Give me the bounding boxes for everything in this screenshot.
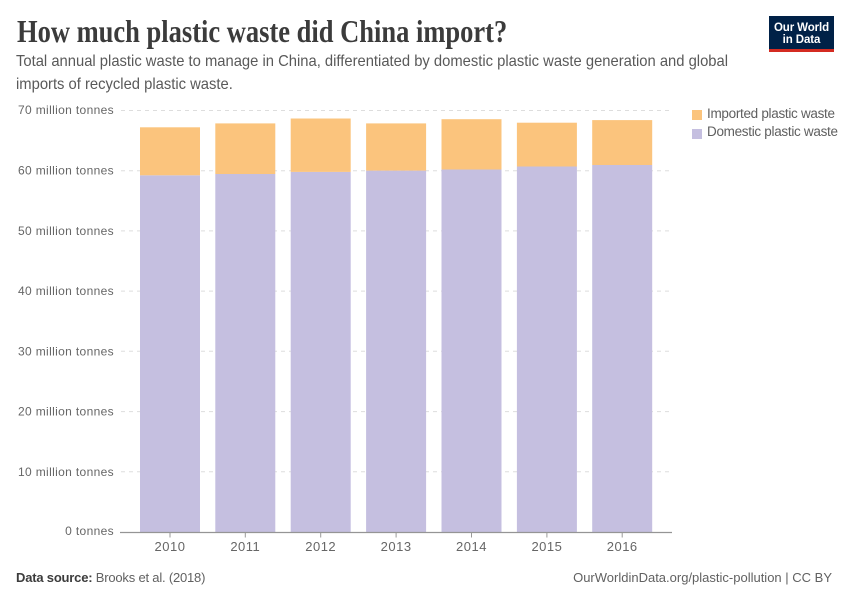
svg-text:2015: 2015 [531,539,562,554]
svg-text:2013: 2013 [381,539,412,554]
svg-text:20 million tonnes: 20 million tonnes [18,405,114,419]
svg-text:50 million tonnes: 50 million tonnes [18,224,114,238]
svg-text:2012: 2012 [305,539,336,554]
svg-text:0 tonnes: 0 tonnes [65,524,114,538]
svg-text:2010: 2010 [155,539,186,554]
svg-text:30 million tonnes: 30 million tonnes [18,344,114,358]
svg-text:2016: 2016 [607,539,638,554]
svg-text:60 million tonnes: 60 million tonnes [18,164,114,178]
svg-text:10 million tonnes: 10 million tonnes [18,465,114,479]
svg-text:40 million tonnes: 40 million tonnes [18,284,114,298]
svg-text:70 million tonnes: 70 million tonnes [18,103,114,117]
svg-text:2011: 2011 [230,539,260,554]
svg-text:2014: 2014 [456,539,487,554]
